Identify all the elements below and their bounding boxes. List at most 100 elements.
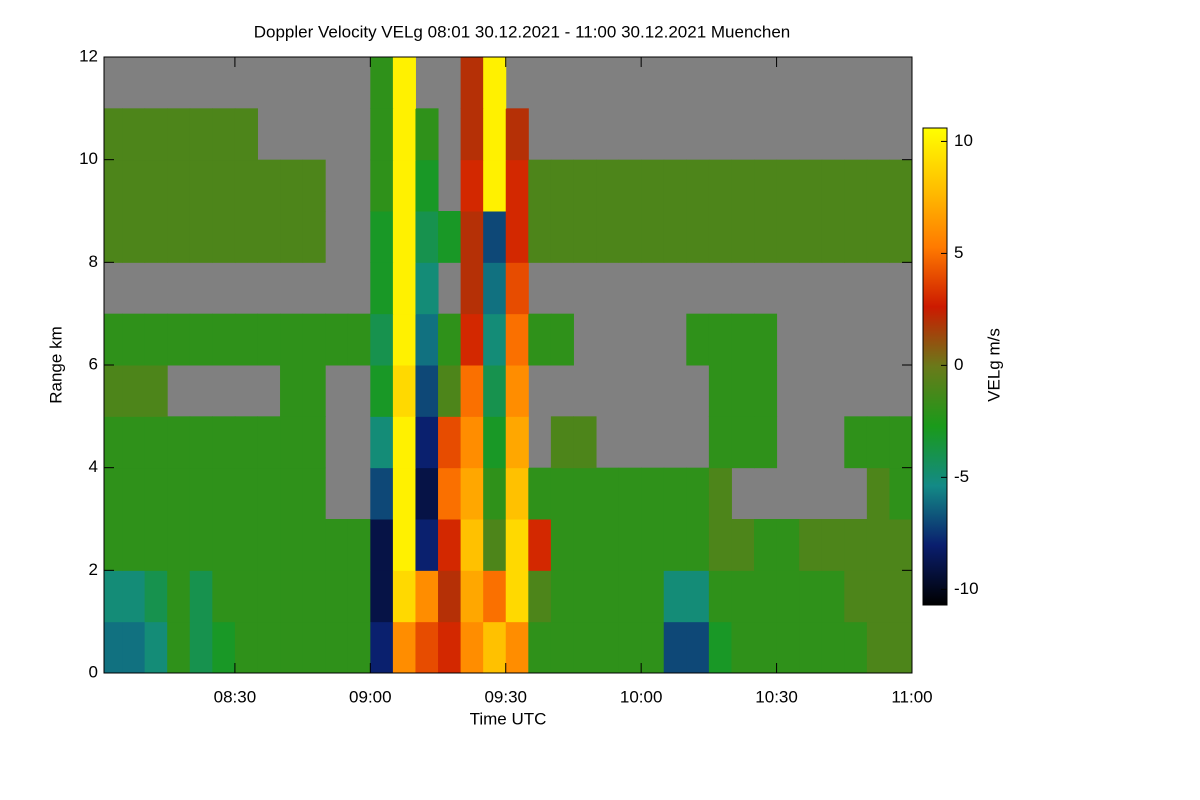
heatmap-cell: [347, 621, 371, 674]
heatmap-cell: [438, 621, 462, 674]
heatmap-cell: [528, 570, 552, 623]
heatmap-cell: [754, 519, 778, 571]
heatmap-cell: [392, 262, 416, 315]
heatmap-cell: [104, 313, 123, 366]
heatmap-cell: [392, 416, 416, 469]
colorbar-tick-label: 0: [954, 355, 963, 374]
heatmap-cell: [347, 313, 371, 366]
heatmap-cell: [528, 621, 552, 674]
heatmap-cell: [370, 159, 394, 212]
heatmap-cell: [234, 313, 258, 366]
heatmap-cell: [144, 621, 168, 674]
heatmap-cell: [167, 108, 191, 161]
heatmap-cell: [799, 211, 823, 263]
heatmap-cell: [866, 159, 890, 212]
heatmap-cell: [708, 159, 732, 212]
heatmap-cell: [122, 570, 146, 623]
heatmap-cell: [596, 519, 620, 571]
y-tick-label: 8: [89, 252, 98, 271]
heatmap-cell: [483, 262, 507, 315]
heatmap-cell: [799, 570, 823, 623]
heatmap-cell: [104, 621, 123, 674]
heatmap-cell: [325, 519, 349, 571]
heatmap-cell: [167, 621, 191, 674]
heatmap-cell: [460, 467, 484, 520]
heatmap-cell: [686, 621, 710, 674]
heatmap-cell: [821, 211, 845, 263]
heatmap-cell: [280, 416, 304, 469]
heatmap-cell: [167, 313, 191, 366]
heatmap-cell: [280, 467, 304, 520]
heatmap-cell: [708, 365, 732, 417]
heatmap-cell: [754, 416, 778, 469]
heatmap-cell: [415, 467, 439, 520]
heatmap-cell: [302, 159, 326, 212]
heatmap-cell: [889, 467, 913, 520]
heatmap-cell: [212, 211, 236, 263]
heatmap-cell: [844, 211, 868, 263]
heatmap-cell: [212, 570, 236, 623]
heatmap-cell: [257, 159, 281, 212]
y-tick-label: 0: [89, 662, 98, 681]
heatmap-cell: [257, 519, 281, 571]
heatmap-cell: [866, 211, 890, 263]
heatmap-cell: [392, 108, 416, 161]
heatmap-cell: [708, 467, 732, 520]
heatmap-cell: [596, 570, 620, 623]
heatmap-cell: [257, 621, 281, 674]
heatmap-cell: [483, 570, 507, 623]
heatmap-cell: [122, 621, 146, 674]
heatmap-cell: [889, 621, 913, 674]
heatmap-cell: [483, 467, 507, 520]
heatmap-cell: [528, 467, 552, 520]
heatmap-cell: [370, 416, 394, 469]
heatmap-cell: [573, 570, 597, 623]
heatmap-cell: [483, 159, 507, 212]
heatmap-cell: [505, 211, 529, 263]
heatmap-cell: [573, 621, 597, 674]
heatmap-cell: [618, 519, 642, 571]
x-tick-label: 11:00: [891, 687, 932, 706]
x-tick-label: 08:30: [214, 687, 257, 706]
heatmap-cell: [392, 211, 416, 263]
heatmap-cell: [144, 416, 168, 469]
heatmap-cell: [257, 313, 281, 366]
heatmap-cell: [528, 519, 552, 571]
heatmap-cell: [104, 211, 123, 263]
heatmap-cell: [505, 313, 529, 366]
heatmap-cell: [370, 211, 394, 263]
heatmap-cell: [189, 467, 213, 520]
heatmap-cell: [415, 416, 439, 469]
heatmap-cell: [844, 519, 868, 571]
y-tick-label: 12: [79, 46, 98, 65]
colorbar-tick-label: -10: [954, 579, 979, 598]
heatmap-cell: [302, 621, 326, 674]
heatmap-cell: [234, 108, 258, 161]
heatmap-cell: [438, 416, 462, 469]
heatmap-cell: [167, 570, 191, 623]
heatmap-cell: [596, 211, 620, 263]
heatmap-cell: [212, 621, 236, 674]
heatmap-cell: [641, 211, 665, 263]
heatmap-cell: [641, 570, 665, 623]
heatmap-cell: [370, 57, 394, 109]
heatmap-cell: [234, 416, 258, 469]
heatmap-cell: [731, 211, 755, 263]
heatmap-cell: [754, 621, 778, 674]
heatmap-cell: [844, 159, 868, 212]
heatmap-cell: [189, 313, 213, 366]
heatmap-cell: [889, 519, 913, 571]
heatmap-cell: [505, 467, 529, 520]
heatmap-cell: [302, 467, 326, 520]
heatmap-cell: [483, 519, 507, 571]
heatmap-cell: [596, 621, 620, 674]
heatmap-cell: [122, 365, 146, 417]
heatmap-cell: [460, 159, 484, 212]
heatmap-cell: [844, 570, 868, 623]
heatmap-cell: [370, 262, 394, 315]
heatmap-cell: [280, 519, 304, 571]
heatmap-cell: [104, 365, 123, 417]
heatmap-cell: [144, 108, 168, 161]
heatmap-cell: [550, 313, 574, 366]
